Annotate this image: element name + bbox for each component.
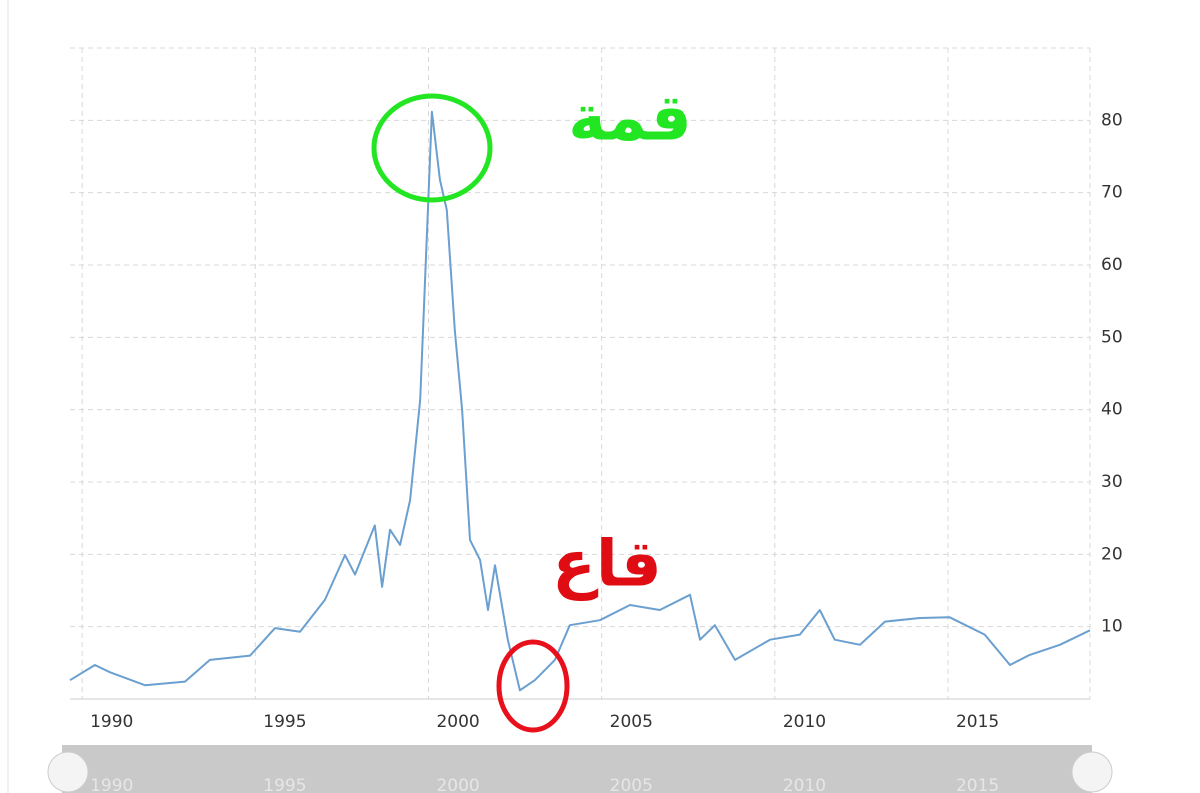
x-tick-label: 2015 <box>956 712 999 732</box>
navigator-label: 2010 <box>783 776 826 793</box>
x-tick-label: 2005 <box>610 712 653 732</box>
y-tick-label: 10 <box>1101 617 1123 637</box>
y-tick-label: 60 <box>1101 255 1123 275</box>
x-tick-label: 1995 <box>263 712 306 732</box>
navigator-label: 2005 <box>610 776 653 793</box>
navigator-handle-left[interactable] <box>47 751 89 793</box>
navigator-label: 1995 <box>263 776 306 793</box>
navigator-labels: 1990 1995 2000 2005 2010 2015 <box>90 776 999 793</box>
y-tick-label: 50 <box>1101 327 1123 347</box>
navigator-label: 2015 <box>956 776 999 793</box>
trough-annotation: قاع <box>552 528 662 602</box>
peak-annotation: قمة <box>568 82 692 156</box>
navigator-label: 2000 <box>436 776 479 793</box>
y-tick-label: 30 <box>1101 472 1123 492</box>
navigator-handle-right[interactable] <box>1071 751 1113 793</box>
navigator[interactable] <box>62 745 1092 793</box>
data-line <box>69 110 1091 692</box>
plot-area: 10 20 30 40 50 60 70 80 1990 1995 2000 2005 2010 2015 <box>69 48 1123 732</box>
y-tick-label: 20 <box>1101 544 1123 564</box>
peak-circle <box>371 93 493 203</box>
y-tick-label: 80 <box>1101 110 1123 130</box>
navigator-label: 1990 <box>90 776 133 793</box>
y-tick-label: 70 <box>1101 183 1123 203</box>
x-tick-label: 2010 <box>783 712 826 732</box>
x-tick-label: 1990 <box>90 712 133 732</box>
x-tick-label: 2000 <box>436 712 479 732</box>
y-tick-label: 40 <box>1101 400 1123 420</box>
trough-circle <box>496 639 570 733</box>
